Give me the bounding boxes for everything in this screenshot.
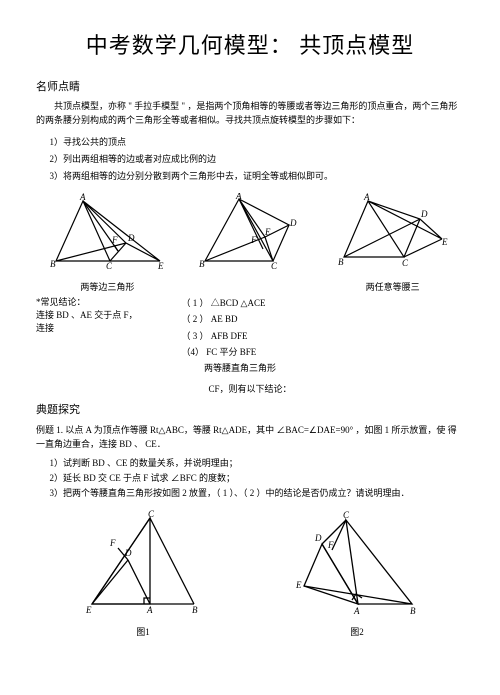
caption-1: 两等边三角形 [36,280,179,293]
conclusions-heading: *常见结论： [36,295,182,308]
svg-text:A: A [79,193,86,202]
figure-bottom-1: A B C D E F 图1 [78,508,208,638]
figure-label-1: 图1 [78,625,208,638]
figure-3: A B C D E [321,193,464,276]
section-heading-2: 典题探究 [36,401,464,417]
svg-text:B: B [50,259,56,269]
center-line: CF，则有以下结论： [36,382,464,395]
right-triangle-diagram-icon: A B C D E F [292,508,422,618]
page-title: 中考数学几何模型： 共顶点模型 [36,28,464,60]
svg-text:A: A [235,193,242,201]
step-item: 3）将两组相等的边分别分散到两个三角形中去，证明全等或相似即可。 [50,168,465,185]
svg-text:C: C [343,510,350,520]
svg-text:D: D [420,209,428,219]
example-problem: 例题 1. 以点 A 为顶点作等腰 Rt△ABC，等腰 Rt△ADE，其中 ∠B… [36,423,464,452]
svg-text:C: C [106,261,113,271]
svg-text:E: E [264,227,271,237]
svg-text:B: B [192,605,198,615]
conclusions-line: 连接 BD 、AE 交于点 F， [36,308,182,321]
conclusion-item: （ 3 ） AFB DFE [182,328,464,344]
svg-text:B: B [338,257,344,267]
sub-question: 1）试判断 BD 、CE 的数量关系，并说明理由； [50,456,465,471]
svg-text:B: B [199,259,205,269]
figure-bottom-2: A B C D E F 图2 [292,508,422,638]
figure-label-2: 图2 [292,625,422,638]
steps-list: 1）寻找公共的顶点 2）列出两组相等的边或者对应成比例的边 3）将两组相等的边分… [36,134,464,185]
sub-question: 2）延长 BD 交 CE 于点 F 试求 ∠BFC 的度数； [50,471,465,486]
step-item: 2）列出两组相等的边或者对应成比例的边 [50,151,465,168]
svg-text:E: E [157,261,164,271]
figure-row-top: A B C D E F [36,193,464,276]
svg-text:D: D [127,233,135,243]
svg-text:F: F [250,235,257,245]
svg-text:A: A [146,605,153,615]
svg-text:A: A [353,606,360,616]
page: 中考数学几何模型： 共顶点模型 名师点睛 共顶点模型，亦称 " 手拉手模型 " … [0,0,500,695]
svg-text:D: D [124,548,132,558]
conclusion-item: （ 2 ） AE BD [182,311,464,327]
caption-row: 两等边三角形 两任意等腰三 [36,280,464,293]
figure-2: A B C D E F [179,193,322,276]
svg-text:C: C [271,261,278,271]
svg-text:D: D [314,533,322,543]
svg-text:D: D [289,218,297,228]
figure-1: A B C D E F [36,193,179,276]
section-heading-1: 名师点睛 [36,78,464,94]
svg-text:A: A [363,193,370,202]
svg-text:C: C [402,258,409,268]
triangle-diagram-icon: A B C D E F [48,193,166,271]
step-item: 1）寻找公共的顶点 [50,134,465,151]
svg-text:B: B [410,606,416,616]
conclusion-item: （ 1 ） △BCD △ACE [182,295,464,311]
svg-text:F: F [327,540,334,550]
conclusions-block: *常见结论： 连接 BD 、AE 交于点 F， 连接 （ 1 ） △BCD △A… [36,295,464,376]
caption-3: 两任意等腰三 [321,280,464,293]
sub-question: 3）把两个等腰直角三角形按如图 2 放置，（ 1 ）、（ 2 ）中的结论是否仍成… [50,486,465,501]
intro-paragraph: 共顶点模型，亦称 " 手拉手模型 " ，是指两个顶角相等的等腰或者等边三角形的顶… [36,100,464,128]
conclusions-line: 连接 [36,321,182,334]
conclusion-item: （4） FC 平分 BFE [182,344,464,360]
svg-text:E: E [295,580,302,590]
triangle-diagram-icon: A B C D E F [191,193,309,271]
svg-text:F: F [109,538,116,548]
svg-text:E: E [441,237,448,247]
conclusion-subcaption: 两等腰直角三角形 [182,360,464,376]
sub-question-list: 1）试判断 BD 、CE 的数量关系，并说明理由； 2）延长 BD 交 CE 于… [36,456,464,502]
figure-row-bottom: A B C D E F 图1 [36,508,464,638]
svg-text:C: C [148,509,155,519]
right-triangle-diagram-icon: A B C D E F [78,508,208,618]
triangle-diagram-icon: A B C D E [334,193,452,271]
svg-text:E: E [85,605,92,615]
svg-text:F: F [111,235,118,245]
